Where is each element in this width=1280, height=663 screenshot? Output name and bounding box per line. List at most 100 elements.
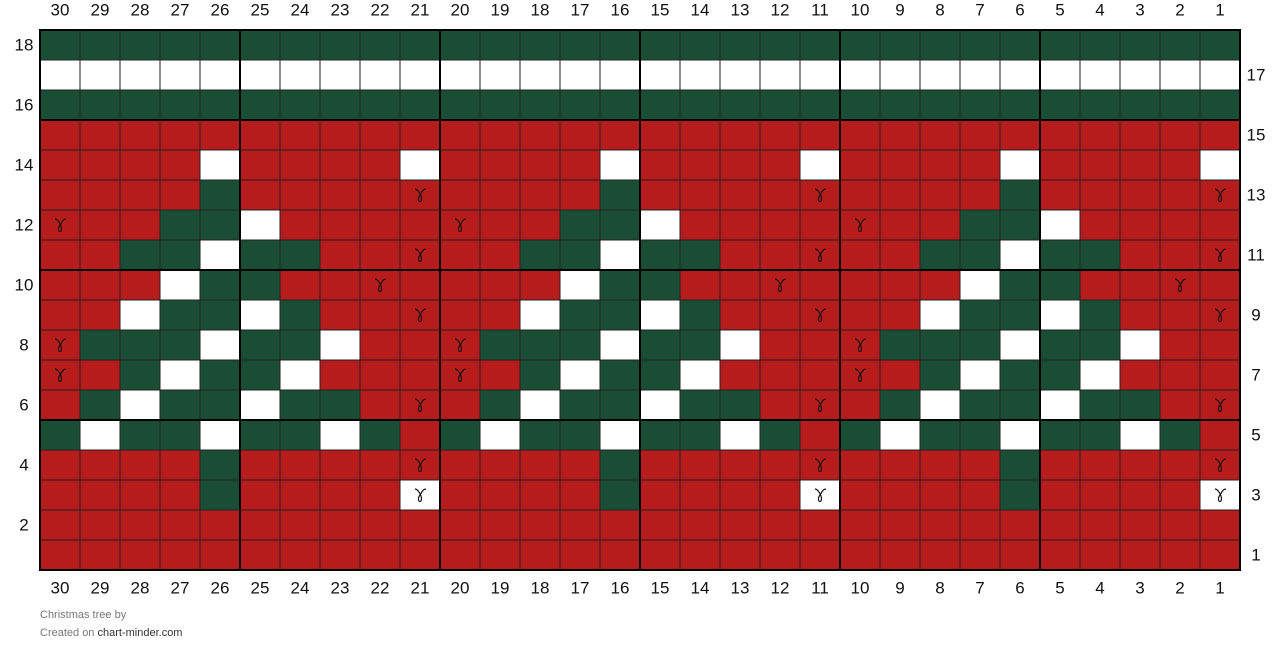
row-number: 3 [1251,485,1260,504]
cell [919,359,961,391]
cell [439,299,481,331]
cell [159,59,201,91]
cell [839,59,881,91]
cell [1079,269,1121,301]
cell [159,479,201,511]
cell [39,179,81,211]
cell [759,119,801,151]
cell [1119,389,1161,421]
stitch-symbol [854,338,867,353]
stitch-symbol [1174,278,1187,293]
cell [479,89,521,121]
cell [919,539,961,571]
cell [1079,209,1121,241]
cell [959,179,1001,211]
stitch-symbol [454,218,467,233]
row-number: 4 [19,455,28,474]
cell [719,419,761,451]
cell [239,539,281,571]
stitch-symbol [54,218,67,233]
cell [159,389,201,421]
cell [839,119,881,151]
column-number-top: 8 [935,0,944,19]
cell [1079,419,1121,451]
cell [79,299,121,331]
cell [879,149,921,181]
cell [1159,359,1201,391]
cell [759,479,801,511]
chart-title: Christmas tree [40,609,112,621]
cell [119,29,161,61]
cell [439,509,481,541]
cell [319,389,361,421]
cell [839,389,881,421]
cell [599,119,641,151]
cell [559,359,601,391]
cell [759,449,801,481]
cell [319,359,361,391]
stitch-symbol [454,368,467,383]
cell [639,59,681,91]
cell [959,539,1001,571]
cell [519,299,561,331]
cell [999,29,1041,61]
cell [359,29,401,61]
cell [439,479,481,511]
cell [799,359,841,391]
cell [1039,149,1081,181]
cell [719,389,761,421]
column-number-top: 18 [531,0,550,19]
cell [239,479,281,511]
cell [479,149,521,181]
cell [599,89,641,121]
cell [359,539,401,571]
cell [159,299,201,331]
cell [679,419,721,451]
stitch-symbol [854,218,867,233]
cell [439,419,481,451]
cell [599,209,641,241]
cell [519,149,561,181]
cell [399,119,441,151]
cell [1119,329,1161,361]
stitch-symbol [414,308,427,323]
cell [879,239,921,271]
cell [1039,479,1081,511]
cell [879,299,921,331]
cell [199,359,241,391]
cell [319,329,361,361]
cell [1159,389,1201,421]
cell [759,149,801,181]
cell [719,299,761,331]
cell [119,209,161,241]
column-number-bottom: 17 [571,578,590,597]
cell [319,539,361,571]
cell [279,149,321,181]
cell [919,389,961,421]
column-number-top: 4 [1095,0,1104,19]
cell [1159,119,1201,151]
stitch-symbol [1214,398,1227,413]
cell [879,479,921,511]
cell [559,299,601,331]
cell [39,449,81,481]
cell [1039,299,1081,331]
cell [519,389,561,421]
cell [399,539,441,571]
column-number-top: 22 [371,0,390,19]
cell [159,419,201,451]
cell [879,449,921,481]
cell [119,419,161,451]
cell [959,509,1001,541]
cell [999,239,1041,271]
cell [79,509,121,541]
stitch-symbol [814,308,827,323]
stitch-symbol [814,248,827,263]
cell [1119,119,1161,151]
cell [839,89,881,121]
column-number-top: 17 [571,0,590,19]
cell [439,179,481,211]
cell [599,359,641,391]
cell [559,119,601,151]
cell [1159,89,1201,121]
